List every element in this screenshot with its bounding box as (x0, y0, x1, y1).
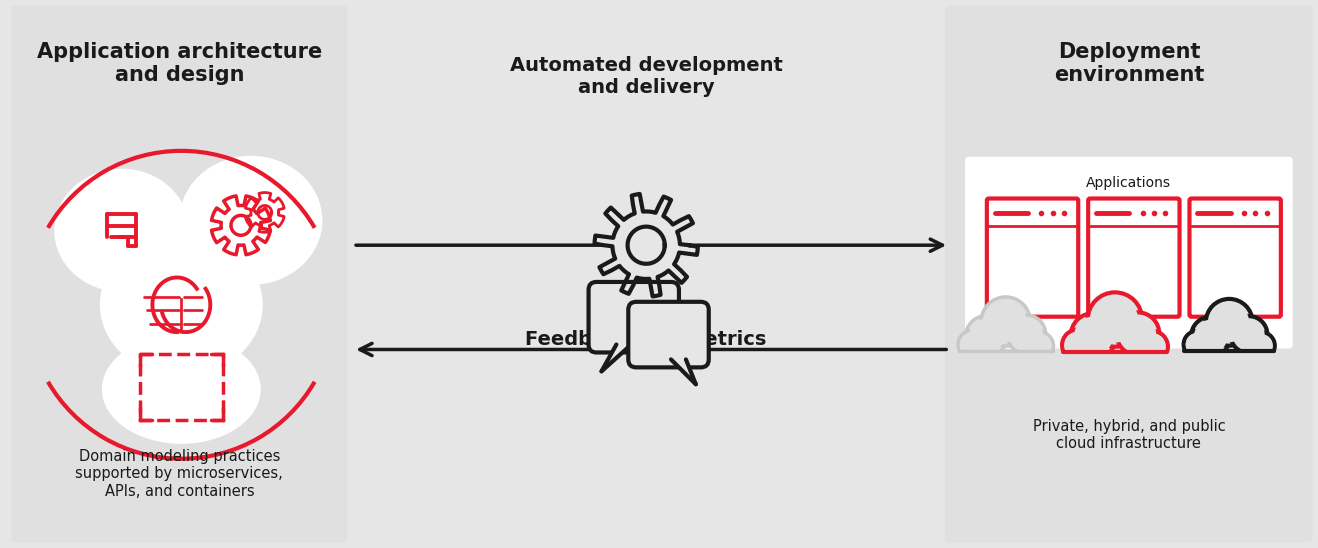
FancyBboxPatch shape (589, 282, 679, 352)
Polygon shape (594, 194, 697, 296)
Circle shape (1074, 317, 1112, 356)
Circle shape (1231, 316, 1268, 353)
Bar (1061, 352, 1169, 388)
Circle shape (1249, 334, 1273, 357)
Circle shape (1062, 329, 1094, 361)
Ellipse shape (101, 335, 261, 444)
Circle shape (1210, 302, 1249, 342)
FancyBboxPatch shape (987, 198, 1078, 317)
Text: Domain modeling practices
supported by microservices,
APIs, and containers: Domain modeling practices supported by m… (75, 449, 283, 499)
FancyBboxPatch shape (945, 6, 1313, 542)
Circle shape (1119, 316, 1156, 352)
Circle shape (1136, 331, 1168, 362)
Bar (1184, 351, 1276, 381)
Circle shape (960, 333, 985, 357)
Circle shape (1007, 315, 1045, 354)
Circle shape (1248, 332, 1275, 359)
Circle shape (1065, 332, 1091, 358)
Circle shape (1184, 331, 1211, 358)
Circle shape (1025, 332, 1053, 360)
Circle shape (1186, 333, 1209, 356)
Circle shape (1139, 333, 1165, 360)
Ellipse shape (54, 169, 190, 292)
Text: Application architecture
and design: Application architecture and design (37, 42, 322, 85)
Circle shape (1070, 313, 1116, 359)
Circle shape (958, 330, 986, 359)
Ellipse shape (179, 156, 323, 285)
Circle shape (1234, 319, 1264, 350)
Polygon shape (627, 227, 664, 264)
Circle shape (966, 316, 1007, 357)
Ellipse shape (100, 233, 262, 376)
Circle shape (985, 301, 1027, 342)
Circle shape (1091, 296, 1137, 342)
Text: Deployment
environment: Deployment environment (1053, 42, 1205, 85)
FancyBboxPatch shape (1089, 198, 1180, 317)
Polygon shape (671, 359, 696, 384)
FancyBboxPatch shape (12, 6, 347, 542)
FancyBboxPatch shape (965, 157, 1293, 349)
Circle shape (981, 297, 1031, 346)
Text: Automated development
and delivery: Automated development and delivery (510, 56, 783, 98)
Circle shape (1027, 334, 1052, 358)
Bar (957, 351, 1054, 384)
FancyBboxPatch shape (351, 10, 942, 538)
Polygon shape (601, 345, 631, 372)
FancyBboxPatch shape (629, 302, 709, 367)
Circle shape (1010, 318, 1043, 351)
Circle shape (1087, 292, 1143, 347)
Circle shape (1116, 312, 1160, 355)
Circle shape (1206, 299, 1252, 346)
Circle shape (969, 319, 1004, 354)
FancyBboxPatch shape (1189, 198, 1281, 317)
Bar (140, 355, 223, 420)
Circle shape (1191, 317, 1231, 356)
Circle shape (1194, 319, 1227, 353)
Text: Feedback and metrics: Feedback and metrics (526, 329, 767, 349)
Text: Private, hybrid, and public
cloud infrastructure: Private, hybrid, and public cloud infras… (1032, 419, 1226, 452)
Text: Applications: Applications (1086, 176, 1172, 190)
